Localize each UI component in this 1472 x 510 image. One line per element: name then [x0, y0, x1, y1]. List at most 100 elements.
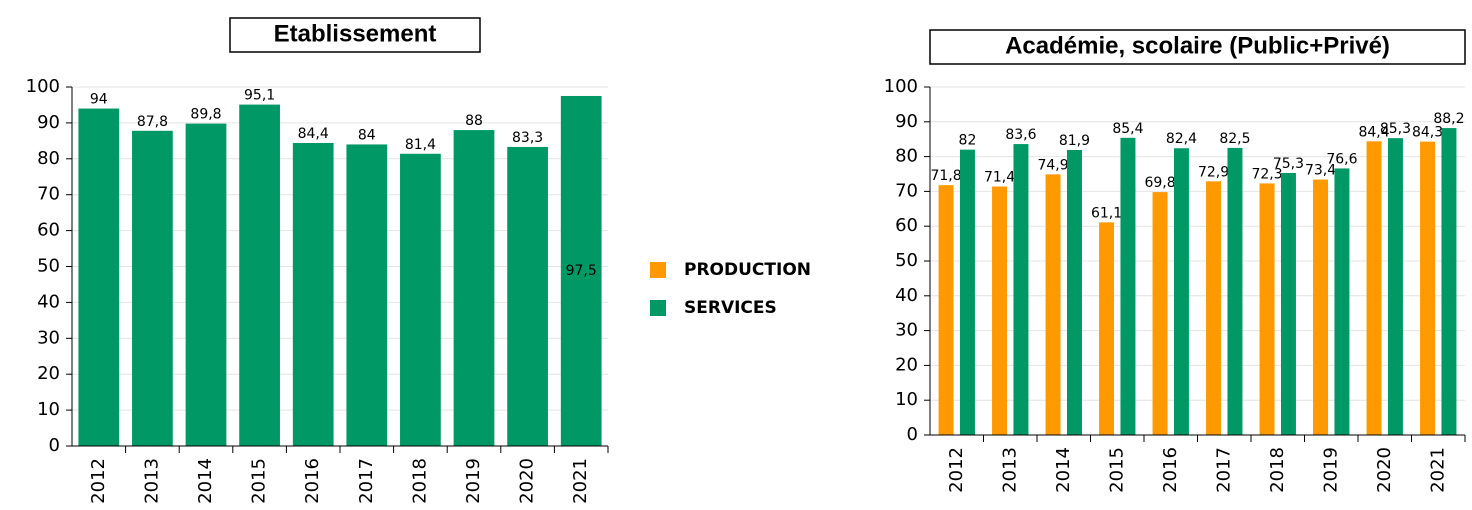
- x-tick-label: 2015: [249, 458, 270, 504]
- y-tick-label: 90: [895, 111, 918, 132]
- x-tick-label: 2014: [1053, 447, 1074, 493]
- y-tick-label: 10: [37, 399, 60, 420]
- value-label: 73,4: [1305, 163, 1336, 179]
- bar: [1387, 138, 1403, 435]
- y-tick-label: 30: [895, 320, 918, 341]
- legend-swatch: [650, 300, 666, 316]
- chart-title: Académie, scolaire (Public+Privé): [1005, 32, 1390, 59]
- x-tick-label: 2015: [1106, 447, 1127, 493]
- bar: [1066, 149, 1082, 435]
- value-label: 82,5: [1219, 131, 1250, 147]
- y-tick-label: 60: [37, 220, 60, 241]
- y-tick-label: 20: [37, 363, 60, 384]
- bar: [1173, 148, 1189, 436]
- value-label: 88,2: [1433, 111, 1464, 127]
- bar: [292, 143, 334, 446]
- value-label: 83,3: [512, 130, 543, 146]
- x-tick-label: 2013: [141, 458, 162, 504]
- title-box: [929, 29, 1466, 65]
- bar: [938, 185, 954, 435]
- bar: [1313, 179, 1329, 435]
- bar: [453, 130, 495, 446]
- value-label: 69,8: [1144, 175, 1175, 191]
- y-tick-label: 100: [884, 76, 918, 97]
- value-label: 72,9: [1198, 164, 1229, 180]
- x-tick-label: 2020: [517, 458, 538, 504]
- y-tick-label: 50: [895, 250, 918, 271]
- x-tick-label: 2017: [356, 458, 377, 504]
- y-tick-label: 20: [895, 354, 918, 375]
- x-tick-label: 2012: [946, 447, 967, 493]
- value-label: 97,5: [566, 263, 597, 279]
- x-tick-label: 2019: [1320, 447, 1341, 493]
- bar: [346, 144, 388, 446]
- value-label: 74,9: [1037, 157, 1068, 173]
- legend-label: PRODUCTION: [684, 260, 811, 280]
- x-tick-label: 2012: [88, 458, 109, 504]
- y-tick-label: 0: [49, 435, 60, 456]
- value-label: 88: [465, 113, 483, 129]
- bar: [1441, 128, 1457, 435]
- x-tick-label: 2014: [195, 458, 216, 504]
- value-label: 71,4: [984, 170, 1015, 186]
- bar: [992, 186, 1008, 435]
- value-label: 85,4: [1112, 121, 1143, 137]
- value-label: 76,6: [1326, 151, 1357, 167]
- value-label: 61,1: [1091, 205, 1122, 221]
- bar: [185, 123, 227, 447]
- bar: [1366, 141, 1382, 435]
- x-tick-label: 2020: [1374, 447, 1395, 493]
- bar: [1120, 137, 1136, 436]
- value-label: 75,3: [1273, 156, 1304, 172]
- y-tick-label: 0: [907, 424, 918, 445]
- bar: [132, 130, 173, 446]
- value-label: 81,4: [405, 137, 436, 153]
- bar: [239, 104, 280, 446]
- y-tick-label: 30: [37, 327, 60, 348]
- value-label: 81,9: [1059, 133, 1090, 149]
- bar: [1152, 192, 1168, 435]
- y-tick-label: 40: [37, 291, 60, 312]
- x-tick-label: 2019: [463, 458, 484, 504]
- y-tick-label: 100: [26, 76, 60, 97]
- y-tick-label: 70: [895, 180, 918, 201]
- bar: [1259, 183, 1275, 435]
- y-tick-label: 50: [37, 256, 60, 277]
- bar: [1334, 168, 1350, 435]
- bar: [1227, 147, 1243, 435]
- bar: [400, 153, 441, 447]
- bar: [1280, 172, 1296, 435]
- y-tick-label: 60: [895, 215, 918, 236]
- value-label: 82: [959, 133, 977, 149]
- value-label: 87,8: [137, 114, 168, 130]
- value-label: 89,8: [190, 107, 221, 123]
- value-label: 84,3: [1412, 125, 1443, 141]
- y-tick-label: 40: [895, 285, 918, 306]
- value-label: 84: [358, 127, 376, 143]
- x-tick-label: 2016: [302, 458, 323, 504]
- bar: [959, 149, 975, 435]
- x-tick-label: 2017: [1213, 447, 1234, 493]
- value-label: 84,4: [298, 126, 329, 142]
- bar: [560, 95, 602, 446]
- x-tick-label: 2018: [1267, 447, 1288, 493]
- y-tick-label: 90: [37, 112, 60, 133]
- legend-swatch: [650, 262, 666, 278]
- value-label: 85,3: [1380, 121, 1411, 137]
- bar: [507, 146, 548, 446]
- bar: [1013, 144, 1029, 435]
- chart-title: Etablissement: [274, 20, 437, 47]
- value-label: 95,1: [244, 88, 275, 104]
- x-tick-label: 2013: [999, 447, 1020, 493]
- value-label: 72,3: [1251, 166, 1282, 182]
- y-tick-label: 70: [37, 184, 60, 205]
- x-tick-label: 2018: [409, 458, 430, 504]
- bar: [78, 108, 120, 446]
- bar: [1206, 181, 1222, 435]
- value-label: 94: [90, 92, 108, 108]
- y-tick-label: 80: [37, 148, 60, 169]
- x-tick-label: 2021: [570, 458, 591, 504]
- value-label: 71,8: [930, 168, 961, 184]
- y-tick-label: 10: [895, 389, 918, 410]
